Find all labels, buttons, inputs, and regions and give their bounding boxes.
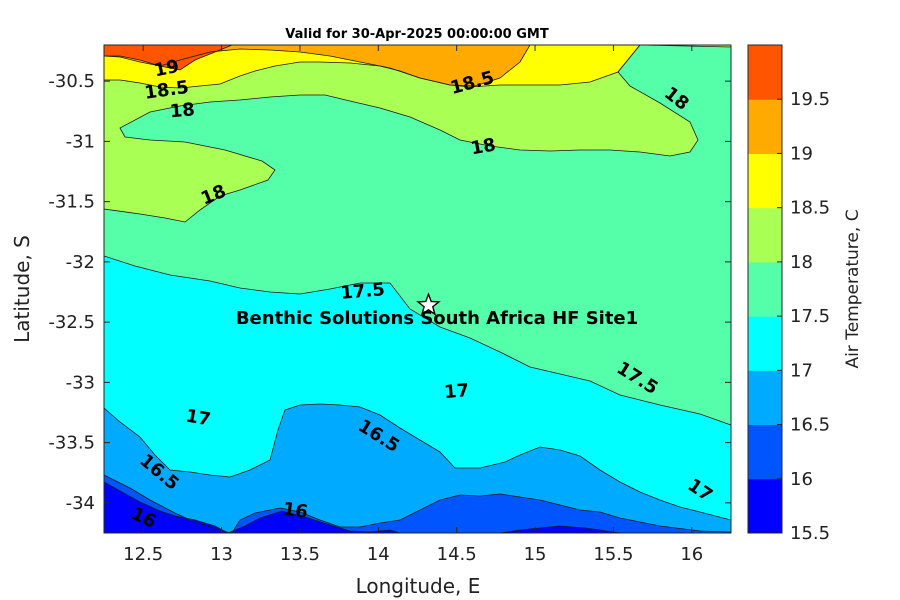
contour-label: 17 [184,406,212,431]
contour-band [500,526,620,533]
colorbar-tick-label: 17 [790,360,813,381]
contour-label: 17.5 [340,279,386,304]
colorbar-frame [747,44,783,534]
x-axis-ticks: 12.5 13 13.5 14 14.5 15 15.5 16 [123,45,703,565]
contour-line [103,44,732,223]
y-tick-label: -34 [66,493,95,514]
x-tick-label: 15.5 [593,544,633,565]
contour-line [103,44,641,89]
contour-line [103,44,233,71]
colorbar-segment [748,45,782,100]
contour-regions [104,45,731,533]
chart-title: Valid for 30-Apr-2025 00:00:00 GMT [285,27,549,42]
colorbar-segment [748,316,782,371]
contour-label: 19 [152,56,181,82]
colorbar-tick-label: 18 [790,252,813,273]
contour-band [104,45,232,70]
x-tick-label: 14 [367,544,390,565]
colorbar-segment [748,99,782,154]
colorbar-segment [748,478,782,534]
colorbar-label: Air Temperature, C [843,209,863,368]
plot-area [103,44,732,534]
x-tick-label: 15 [524,544,547,565]
colorbar-tick-label: 19.5 [790,89,830,110]
contour-label: 18 [469,134,497,159]
contour-label: 18 [169,99,196,122]
y-axis-ticks: -30.5 -31 -31.5 -32 -32.5 -33 -33.5 -34 [48,71,731,514]
contour-label: 17 [443,380,470,403]
colorbar-tick-label: 16.5 [790,415,830,436]
colorbar-tick-label: 19 [790,143,813,164]
colorbar-tick-label: 18.5 [790,198,830,219]
contour-line [103,403,732,534]
contour-label: 16 [281,499,309,523]
colorbar-tick-label: 16 [790,469,813,490]
x-tick-label: 13 [210,544,233,565]
contour-band [228,511,400,533]
y-tick-label: -32.5 [48,312,95,333]
colorbar-segment [748,424,782,480]
colorbar-segment [748,261,782,317]
x-tick-label: 14.5 [437,544,477,565]
colorbar-tick-label: 15.5 [790,523,830,544]
x-tick-label: 13.5 [280,544,320,565]
contour-line [103,474,732,534]
colorbar-segment [748,207,782,263]
y-tick-label: -30.5 [48,71,95,92]
contour-band [104,45,530,86]
x-tick-label: 12.5 [123,544,163,565]
x-tick-label: 16 [680,544,703,565]
site-marker [416,292,441,316]
contour-line [103,44,531,87]
y-axis-label: Latitude, S [10,235,34,343]
y-tick-label: -33.5 [48,433,95,454]
contour-line [227,510,401,534]
contour-band [104,45,731,222]
colorbar: 15.5 16 16.5 17 17.5 18 18.5 19 19.5 [747,44,830,544]
contour-band [104,482,228,533]
x-axis-label: Longitude, E [356,574,481,598]
colorbar-tick-label: 17.5 [790,306,830,327]
site-label: Benthic Solutions South Africa HF Site1 [236,308,638,329]
site-star-icon [416,292,441,316]
y-tick-label: -33 [66,372,95,393]
y-tick-label: -31 [66,131,95,152]
contour-band [104,404,731,533]
y-tick-label: -31.5 [48,192,95,213]
y-tick-label: -32 [66,252,95,273]
contour-line [103,481,229,534]
colorbar-segment [748,370,782,426]
contour-isolines [103,44,732,534]
colorbar-segment [748,153,782,209]
contour-line [103,44,732,426]
